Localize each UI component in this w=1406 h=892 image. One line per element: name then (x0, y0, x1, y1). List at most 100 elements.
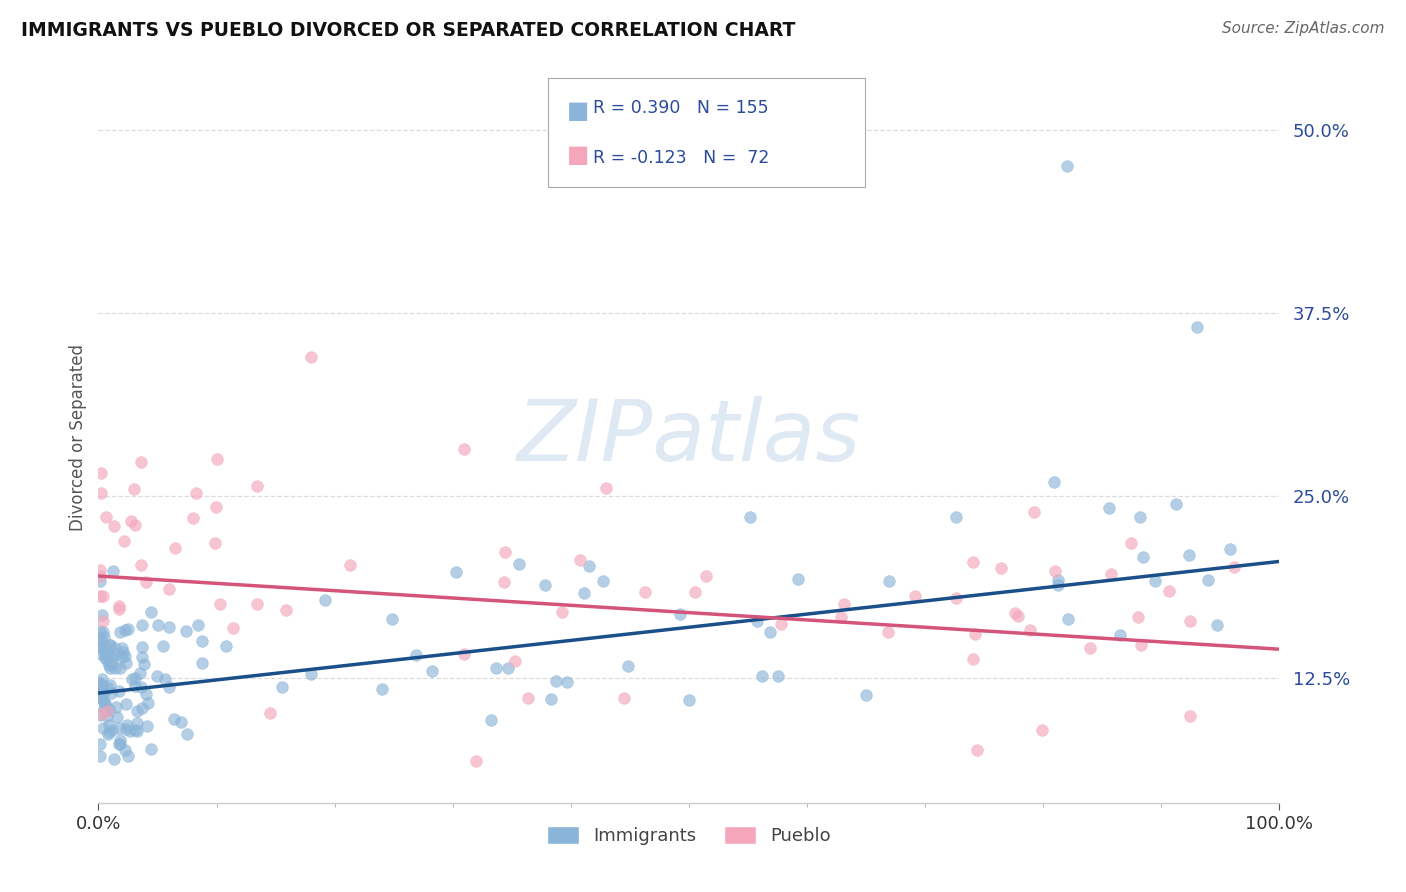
Point (107, 601, 129, 615)
Point (146, 669, 169, 683)
Point (222, 621, 245, 635)
Point (101, 651, 124, 665)
Point (592, 574, 614, 589)
Point (104, 661, 127, 675)
Point (112, 533, 135, 548)
Point (103, 752, 125, 766)
Point (1078, 640, 1101, 655)
Point (962, 555, 984, 569)
Point (669, 607, 692, 622)
Point (453, 647, 475, 661)
Point (616, 659, 638, 673)
Point (98, 661, 121, 675)
Point (90, 706, 112, 721)
Point (1132, 550, 1154, 565)
Point (124, 518, 146, 533)
Point (1045, 565, 1067, 579)
Point (516, 691, 538, 706)
Point (94, 640, 117, 654)
Point (1099, 567, 1122, 582)
Point (89, 640, 111, 654)
Point (141, 605, 163, 619)
Point (683, 585, 706, 599)
Point (339, 558, 361, 572)
Point (105, 710, 128, 724)
Point (550, 605, 572, 619)
Point (157, 582, 180, 596)
Point (94, 703, 117, 717)
Point (181, 510, 204, 524)
Point (91, 683, 114, 698)
Point (1024, 505, 1046, 519)
Point (1019, 624, 1042, 638)
Point (1043, 475, 1066, 489)
Point (405, 648, 427, 662)
Text: ZIPatlas: ZIPatlas (517, 395, 860, 479)
Point (89, 590, 111, 604)
Point (766, 668, 789, 682)
Point (124, 679, 146, 693)
Point (120, 514, 142, 528)
Point (877, 625, 900, 640)
Point (98, 638, 121, 652)
Point (751, 669, 773, 683)
Point (1157, 583, 1180, 598)
Point (98, 657, 121, 672)
Point (139, 742, 162, 756)
Text: R = -0.123   N =  72: R = -0.123 N = 72 (593, 149, 769, 167)
Point (89, 563, 111, 577)
Point (100, 657, 122, 671)
Point (121, 673, 143, 687)
Point (945, 591, 967, 605)
Point (125, 723, 148, 738)
Point (89, 683, 111, 698)
Point (105, 699, 128, 714)
Point (114, 743, 136, 757)
Point (90, 485, 112, 500)
Point (89, 749, 111, 764)
Point (152, 639, 174, 653)
Point (114, 649, 136, 664)
Point (465, 754, 488, 768)
Point (124, 671, 146, 685)
Point (115, 698, 138, 712)
Point (129, 681, 152, 695)
Point (1126, 609, 1149, 624)
Point (381, 612, 404, 626)
Point (191, 634, 214, 648)
Point (111, 649, 134, 664)
Point (945, 509, 967, 524)
Point (131, 701, 153, 715)
Point (96, 708, 118, 723)
Point (131, 618, 153, 632)
Point (299, 667, 322, 681)
Point (170, 714, 193, 729)
Point (769, 617, 792, 632)
Point (131, 650, 153, 665)
Point (136, 696, 159, 710)
Point (540, 692, 562, 706)
Point (96, 653, 118, 667)
Point (91, 673, 114, 687)
Point (89, 632, 111, 647)
Point (1056, 160, 1078, 174)
Point (97, 725, 120, 739)
Point (136, 719, 159, 733)
Point (634, 584, 657, 599)
Point (534, 578, 557, 592)
Point (93, 694, 115, 708)
Point (135, 575, 157, 590)
Point (110, 625, 132, 640)
Point (101, 723, 124, 738)
Point (1177, 548, 1199, 562)
Point (903, 590, 925, 604)
Point (572, 586, 595, 600)
Point (1119, 535, 1142, 549)
Point (208, 597, 231, 611)
Point (205, 452, 228, 467)
Point (117, 718, 139, 732)
Point (990, 560, 1012, 574)
Point (747, 614, 769, 628)
Legend: Immigrants, Pueblo: Immigrants, Pueblo (540, 819, 838, 852)
Point (100, 686, 122, 700)
